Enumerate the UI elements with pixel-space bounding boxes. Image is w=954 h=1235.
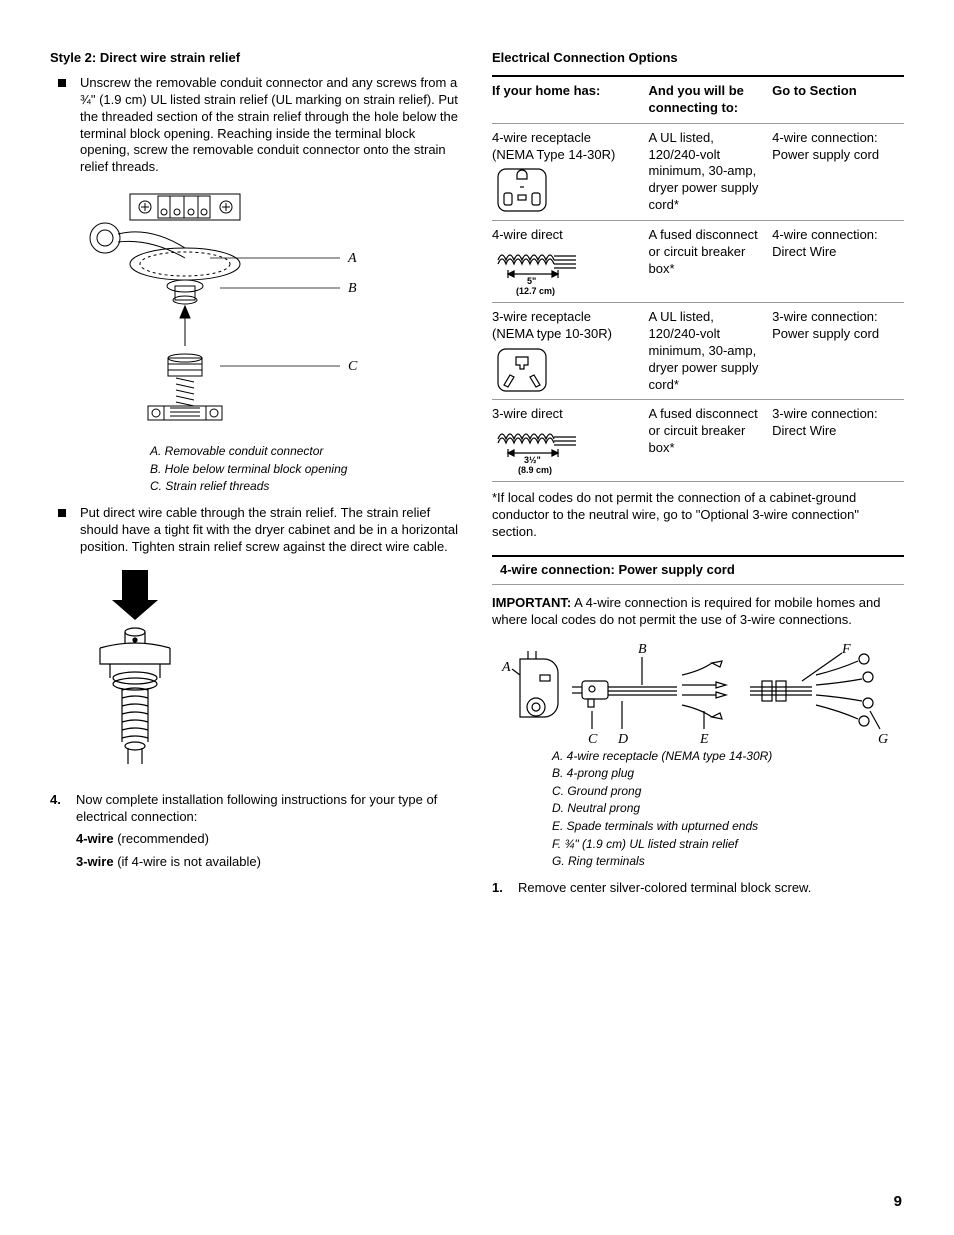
- label-b: B: [638, 642, 647, 657]
- table-footnote: *If local codes do not permit the connec…: [492, 490, 904, 541]
- cell-line: 4-wire receptacle: [492, 130, 641, 147]
- cell-line: Power supply cord: [772, 147, 896, 164]
- bullet-text: Put direct wire cable through the strain…: [80, 505, 462, 556]
- left-column: Style 2: Direct wire strain relief Unscr…: [50, 50, 462, 903]
- style2-heading: Style 2: Direct wire strain relief: [50, 50, 462, 67]
- th-connecting-to: And you will be connecting to:: [649, 76, 773, 123]
- caption-line: C. Strain relief threads: [150, 479, 462, 495]
- strain-relief-diagram-icon: A B C: [50, 186, 370, 436]
- option-bold: 4-wire: [76, 831, 114, 846]
- figure-4wire-cord: A B C D E F G: [492, 639, 904, 749]
- table-row: 3-wire receptacle (NEMA type 10-30R): [492, 303, 904, 400]
- label-f: F: [841, 642, 851, 657]
- step-text: Now complete installation following inst…: [76, 792, 462, 826]
- option-line: 3-wire (if 4-wire is not available): [76, 854, 462, 871]
- step-number: 4.: [50, 792, 76, 826]
- important-label: IMPORTANT:: [492, 595, 571, 610]
- cable-strain-relief-icon: [50, 566, 220, 766]
- cell-text: A fused disconnect or circuit breaker bo…: [649, 221, 773, 303]
- numbered-step: 4. Now complete installation following i…: [50, 792, 462, 826]
- dim-label: (8.9 cm): [518, 465, 552, 475]
- label-c: C: [588, 732, 598, 747]
- cell-text: A UL listed, 120/240-volt minimum, 30-am…: [649, 123, 773, 220]
- label-g: G: [878, 732, 888, 747]
- caption-line: E. Spade terminals with upturned ends: [552, 819, 904, 835]
- dim-label: 5": [527, 276, 536, 286]
- table-row: 4-wire direct: [492, 221, 904, 303]
- cell-line: 3-wire direct: [492, 406, 641, 423]
- four-wire-cord-diagram-icon: A B C D E F G: [492, 639, 902, 749]
- option-rest: (if 4-wire is not available): [114, 854, 261, 869]
- caption-line: G. Ring terminals: [552, 854, 904, 870]
- bullet-text: Unscrew the removable conduit connector …: [80, 75, 462, 176]
- bullet-item: Unscrew the removable conduit connector …: [50, 75, 462, 176]
- cell-line: 4-wire direct: [492, 227, 641, 244]
- direct-wire-3-icon: 3½" (8.9 cm): [492, 427, 582, 475]
- cell-line: 3-wire connection:: [772, 406, 896, 423]
- cell-line: (NEMA type 10-30R): [492, 326, 641, 343]
- step-text: Remove center silver-colored terminal bl…: [518, 880, 904, 897]
- cell-line: 3-wire receptacle: [492, 309, 641, 326]
- connection-options-table: If your home has: And you will be connec…: [492, 75, 904, 482]
- cell-line: 4-wire connection:: [772, 130, 896, 147]
- label-a: A: [347, 251, 357, 266]
- caption-line: B. 4-prong plug: [552, 766, 904, 782]
- caption-line: D. Neutral prong: [552, 801, 904, 817]
- option-bold: 3-wire: [76, 854, 114, 869]
- caption-line: B. Hole below terminal block opening: [150, 462, 462, 478]
- caption-line: A. Removable conduit connector: [150, 444, 462, 460]
- cell-text: A UL listed, 120/240-volt minimum, 30-am…: [649, 303, 773, 400]
- cell-text: A fused disconnect or circuit breaker bo…: [649, 400, 773, 482]
- nema-14-30r-icon: [492, 167, 552, 213]
- cell-line: 3-wire connection:: [772, 309, 896, 326]
- caption-line: F. ¾" (1.9 cm) UL listed strain relief: [552, 837, 904, 853]
- figure-strain-relief: A B C: [50, 186, 462, 436]
- table-row: 3-wire direct: [492, 400, 904, 482]
- figure1-caption: A. Removable conduit connector B. Hole b…: [150, 444, 462, 495]
- label-e: E: [699, 732, 709, 747]
- caption-line: A. 4-wire receptacle (NEMA type 14-30R): [552, 749, 904, 765]
- square-bullet-icon: [58, 79, 66, 87]
- label-b: B: [348, 281, 357, 296]
- bullet-item: Put direct wire cable through the strain…: [50, 505, 462, 556]
- th-home-has: If your home has:: [492, 76, 649, 123]
- option-rest: (recommended): [114, 831, 209, 846]
- label-d: D: [617, 732, 628, 747]
- dim-label: 3½": [524, 455, 541, 465]
- numbered-step: 1. Remove center silver-colored terminal…: [492, 880, 904, 897]
- cell-line: Direct Wire: [772, 423, 896, 440]
- nema-10-30r-icon: [492, 347, 552, 393]
- caption-line: C. Ground prong: [552, 784, 904, 800]
- section-heading-bar: 4-wire connection: Power supply cord: [492, 555, 904, 585]
- important-note: IMPORTANT: A 4-wire connection is requir…: [492, 595, 904, 629]
- th-go-to: Go to Section: [772, 76, 904, 123]
- figure-cable-thru: [50, 566, 462, 766]
- table-row: 4-wire receptacle (NEMA Type 14-30R): [492, 123, 904, 220]
- options-heading: Electrical Connection Options: [492, 50, 904, 67]
- cell-line: Direct Wire: [772, 244, 896, 261]
- option-line: 4-wire (recommended): [76, 831, 462, 848]
- figure3-caption: A. 4-wire receptacle (NEMA type 14-30R) …: [552, 749, 904, 870]
- square-bullet-icon: [58, 509, 66, 517]
- label-c: C: [348, 359, 358, 374]
- cell-line: (NEMA Type 14-30R): [492, 147, 641, 164]
- label-a: A: [501, 660, 511, 675]
- page-number: 9: [894, 1192, 902, 1212]
- cell-line: 4-wire connection:: [772, 227, 896, 244]
- right-column: Electrical Connection Options If your ho…: [492, 50, 904, 903]
- dim-label: (12.7 cm): [516, 286, 555, 296]
- direct-wire-4-icon: 5" (12.7 cm): [492, 248, 582, 296]
- cell-line: Power supply cord: [772, 326, 896, 343]
- step-number: 1.: [492, 880, 518, 897]
